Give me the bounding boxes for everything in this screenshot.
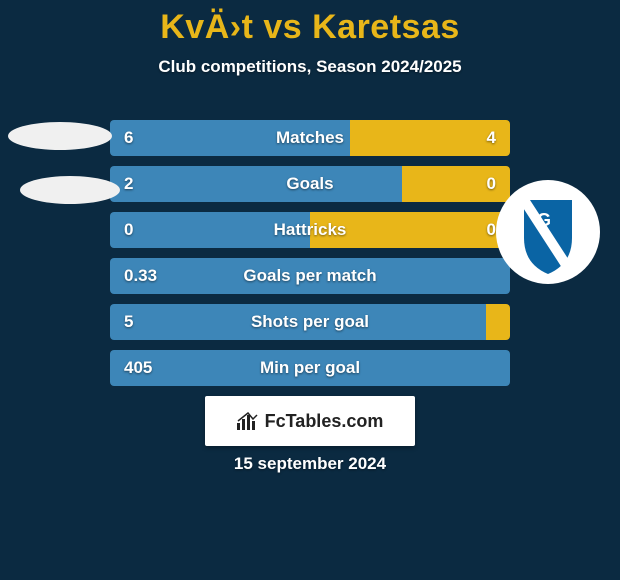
stats-panel: 64Matches 20Goals 00Hattricks 0.33Goals per…	[110, 120, 510, 396]
club-crest: G	[494, 178, 602, 286]
stat-row: 405Min per goal	[110, 350, 510, 386]
stat-row: 64Matches	[110, 120, 510, 156]
stat-row: 00Hattricks	[110, 212, 510, 248]
stat-label: Min per goal	[110, 350, 510, 386]
stat-row: 20Goals	[110, 166, 510, 202]
avatar-placeholder	[20, 176, 120, 204]
subtitle: Club competitions, Season 2024/2025	[0, 57, 620, 77]
stat-label: Hattricks	[110, 212, 510, 248]
date-text: 15 september 2024	[0, 454, 620, 474]
page-title: KvÄ›t vs Karetsas	[0, 0, 620, 47]
brand-badge[interactable]: FcTables.com	[205, 396, 415, 446]
avatar-placeholder	[8, 122, 112, 150]
brand-text: FcTables.com	[265, 411, 384, 432]
svg-text:G: G	[537, 210, 551, 230]
stat-label: Shots per goal	[110, 304, 510, 340]
comparison-card: KvÄ›t vs Karetsas Club competitions, Sea…	[0, 0, 620, 580]
stat-row: 0.33Goals per match	[110, 258, 510, 294]
stat-label: Matches	[110, 120, 510, 156]
stat-row: 5Shots per goal	[110, 304, 510, 340]
stat-label: Goals	[110, 166, 510, 202]
chart-icon	[237, 412, 259, 430]
stat-label: Goals per match	[110, 258, 510, 294]
